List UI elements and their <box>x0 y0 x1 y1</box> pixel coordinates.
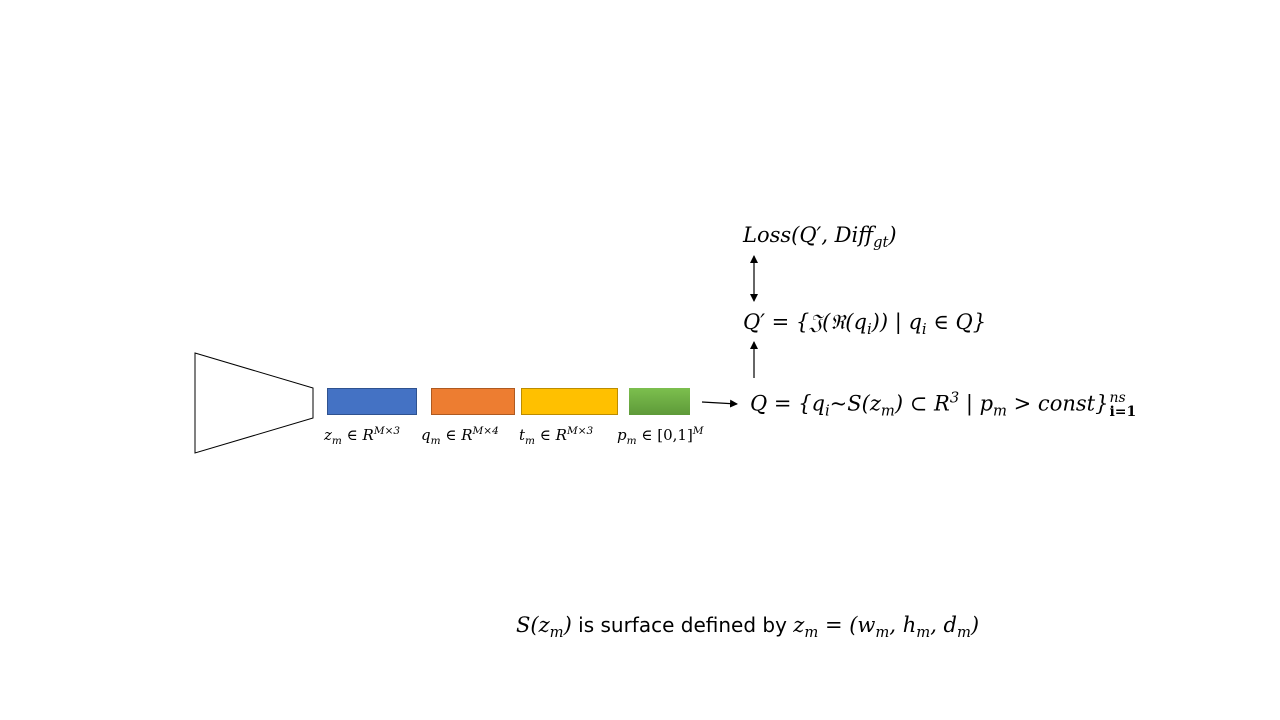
encoder-trapezoid <box>194 352 314 454</box>
q-set-equation: Q = {qi~S(zm) ⊂ R3 | pm > const} ns i=1 <box>750 389 1137 420</box>
surface-definition-note: S(zm) is surface defined by zm = (wm, hm… <box>516 613 980 642</box>
z-block <box>327 388 417 415</box>
t-block-label: tm ∈ RM×3 <box>519 425 594 447</box>
q-block-label: qm ∈ RM×4 <box>421 425 499 447</box>
arrow-to-q-set <box>701 399 738 408</box>
loss-equation: Loss(Q′, Diffgt) <box>743 223 897 252</box>
p-block <box>629 388 690 415</box>
q-prime-equation: Q′ = {𝔍(ℜ(qi)) | qi ∈ Q} <box>743 310 987 339</box>
p-block-label: pm ∈ [0,1]M <box>617 425 704 447</box>
z-block-label: zm ∈ RM×3 <box>324 425 401 447</box>
q-block <box>431 388 515 415</box>
t-block <box>521 388 618 415</box>
